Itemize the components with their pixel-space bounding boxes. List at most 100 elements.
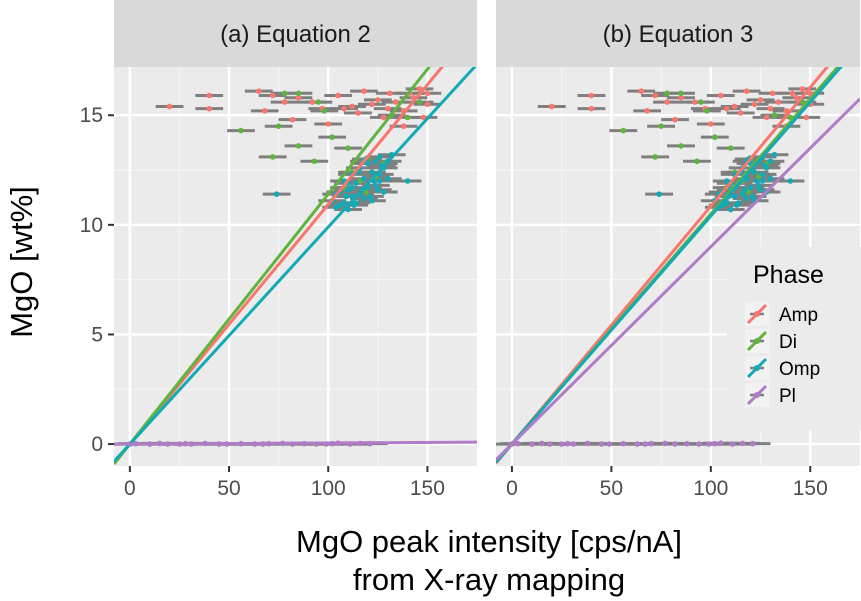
legend-label: Amp [779, 305, 818, 326]
legend-key-amp: Amp [745, 302, 818, 326]
legend-label: Di [779, 332, 797, 353]
data-point-pl [739, 440, 746, 447]
data-point-omp [369, 169, 375, 176]
data-point-amp [769, 90, 776, 97]
y-tick-label: 15 [80, 104, 103, 127]
data-point-omp [757, 186, 764, 193]
data-point-pl [515, 440, 521, 447]
data-point-di [311, 158, 318, 165]
data-point-di [315, 99, 322, 105]
legend-label: Pl [779, 386, 796, 407]
data-point-omp [361, 195, 367, 202]
data-point-omp [404, 178, 411, 184]
data-point-amp [166, 103, 173, 110]
data-point-omp [767, 158, 774, 165]
data-point-amp [375, 97, 381, 103]
legend-key-point [754, 311, 760, 317]
data-point-amp [256, 88, 262, 94]
data-point-pl [729, 441, 736, 447]
regression-line-omp [496, 67, 843, 464]
data-point-pl [529, 441, 535, 447]
data-point-pl [696, 441, 702, 447]
data-point-omp [731, 193, 738, 200]
data-point-pl [648, 440, 654, 447]
data-point-amp [548, 103, 555, 110]
data-point-di [321, 108, 328, 114]
data-point-amp [424, 101, 431, 108]
data-point-amp [737, 110, 744, 116]
data-point-omp [656, 191, 662, 197]
data-point-omp [380, 189, 387, 195]
data-point-amp [692, 99, 698, 105]
data-point-omp [373, 182, 379, 189]
x-tick-label: 100 [311, 477, 346, 500]
data-point-pl [546, 441, 553, 447]
data-point-pl [570, 441, 577, 447]
data-point-amp [309, 99, 316, 105]
data-point-omp [759, 171, 766, 178]
data-point-di [275, 123, 282, 129]
y-tick-label: 0 [91, 433, 103, 456]
x-tick-label: 100 [693, 477, 728, 500]
data-point-amp [295, 94, 302, 101]
data-point-amp [708, 121, 714, 127]
data-point-amp [341, 105, 347, 112]
data-point-amp [349, 103, 355, 110]
data-point-pl [711, 440, 718, 447]
legend-label: Omp [779, 359, 820, 380]
data-point-amp [206, 92, 213, 99]
data-point-amp [767, 105, 774, 112]
data-point-di [711, 134, 718, 140]
data-point-omp [743, 195, 750, 202]
data-point-omp [749, 193, 756, 200]
panel-title: (b) Equation 3 [603, 21, 754, 48]
data-point-di [704, 108, 710, 114]
data-point-amp [723, 105, 730, 112]
data-point-pl [564, 440, 571, 447]
data-point-amp [717, 92, 724, 99]
data-point-di [652, 154, 658, 160]
data-point-pl [662, 440, 668, 447]
data-point-di [694, 158, 700, 165]
data-point-amp [644, 108, 650, 114]
data-point-amp [400, 123, 407, 129]
data-point-amp [380, 114, 387, 121]
data-point-omp [369, 197, 375, 204]
data-point-amp [355, 110, 361, 116]
legend-key-di: Di [745, 329, 797, 353]
data-point-omp [761, 162, 768, 169]
data-point-omp [343, 193, 349, 200]
legend: Phase Amp Di Omp Pl [727, 247, 861, 430]
data-point-di [698, 99, 704, 105]
data-point-omp [273, 191, 280, 197]
y-tick-label: 10 [80, 214, 103, 237]
data-point-amp [799, 86, 806, 92]
data-point-amp [281, 99, 288, 105]
panel-background [114, 67, 477, 466]
x-axis-title-line2: from X-ray mapping [353, 562, 625, 597]
data-point-di [678, 143, 684, 149]
data-point-amp [775, 99, 782, 105]
data-point-di [771, 112, 778, 119]
panel-strip [114, 0, 477, 67]
panel-title: (a) Equation 2 [220, 21, 371, 48]
data-point-pl [672, 441, 678, 447]
data-point-omp [377, 154, 383, 160]
x-tick-label: 50 [217, 477, 240, 500]
regression-line-di [114, 67, 432, 466]
data-point-pl [606, 441, 613, 447]
data-point-di [727, 145, 734, 151]
data-point-amp [731, 103, 738, 110]
data-point-pl [558, 441, 565, 447]
data-point-amp [664, 99, 670, 105]
data-point-omp [367, 193, 373, 200]
data-point-amp [803, 114, 810, 121]
data-point-pl [598, 441, 605, 447]
data-point-omp [337, 202, 343, 208]
data-point-omp [787, 178, 794, 184]
data-point-amp [751, 101, 758, 108]
data-point-amp [420, 114, 427, 121]
data-point-amp [793, 94, 800, 101]
x-tick-label: 50 [600, 477, 623, 500]
data-point-di [404, 114, 411, 121]
